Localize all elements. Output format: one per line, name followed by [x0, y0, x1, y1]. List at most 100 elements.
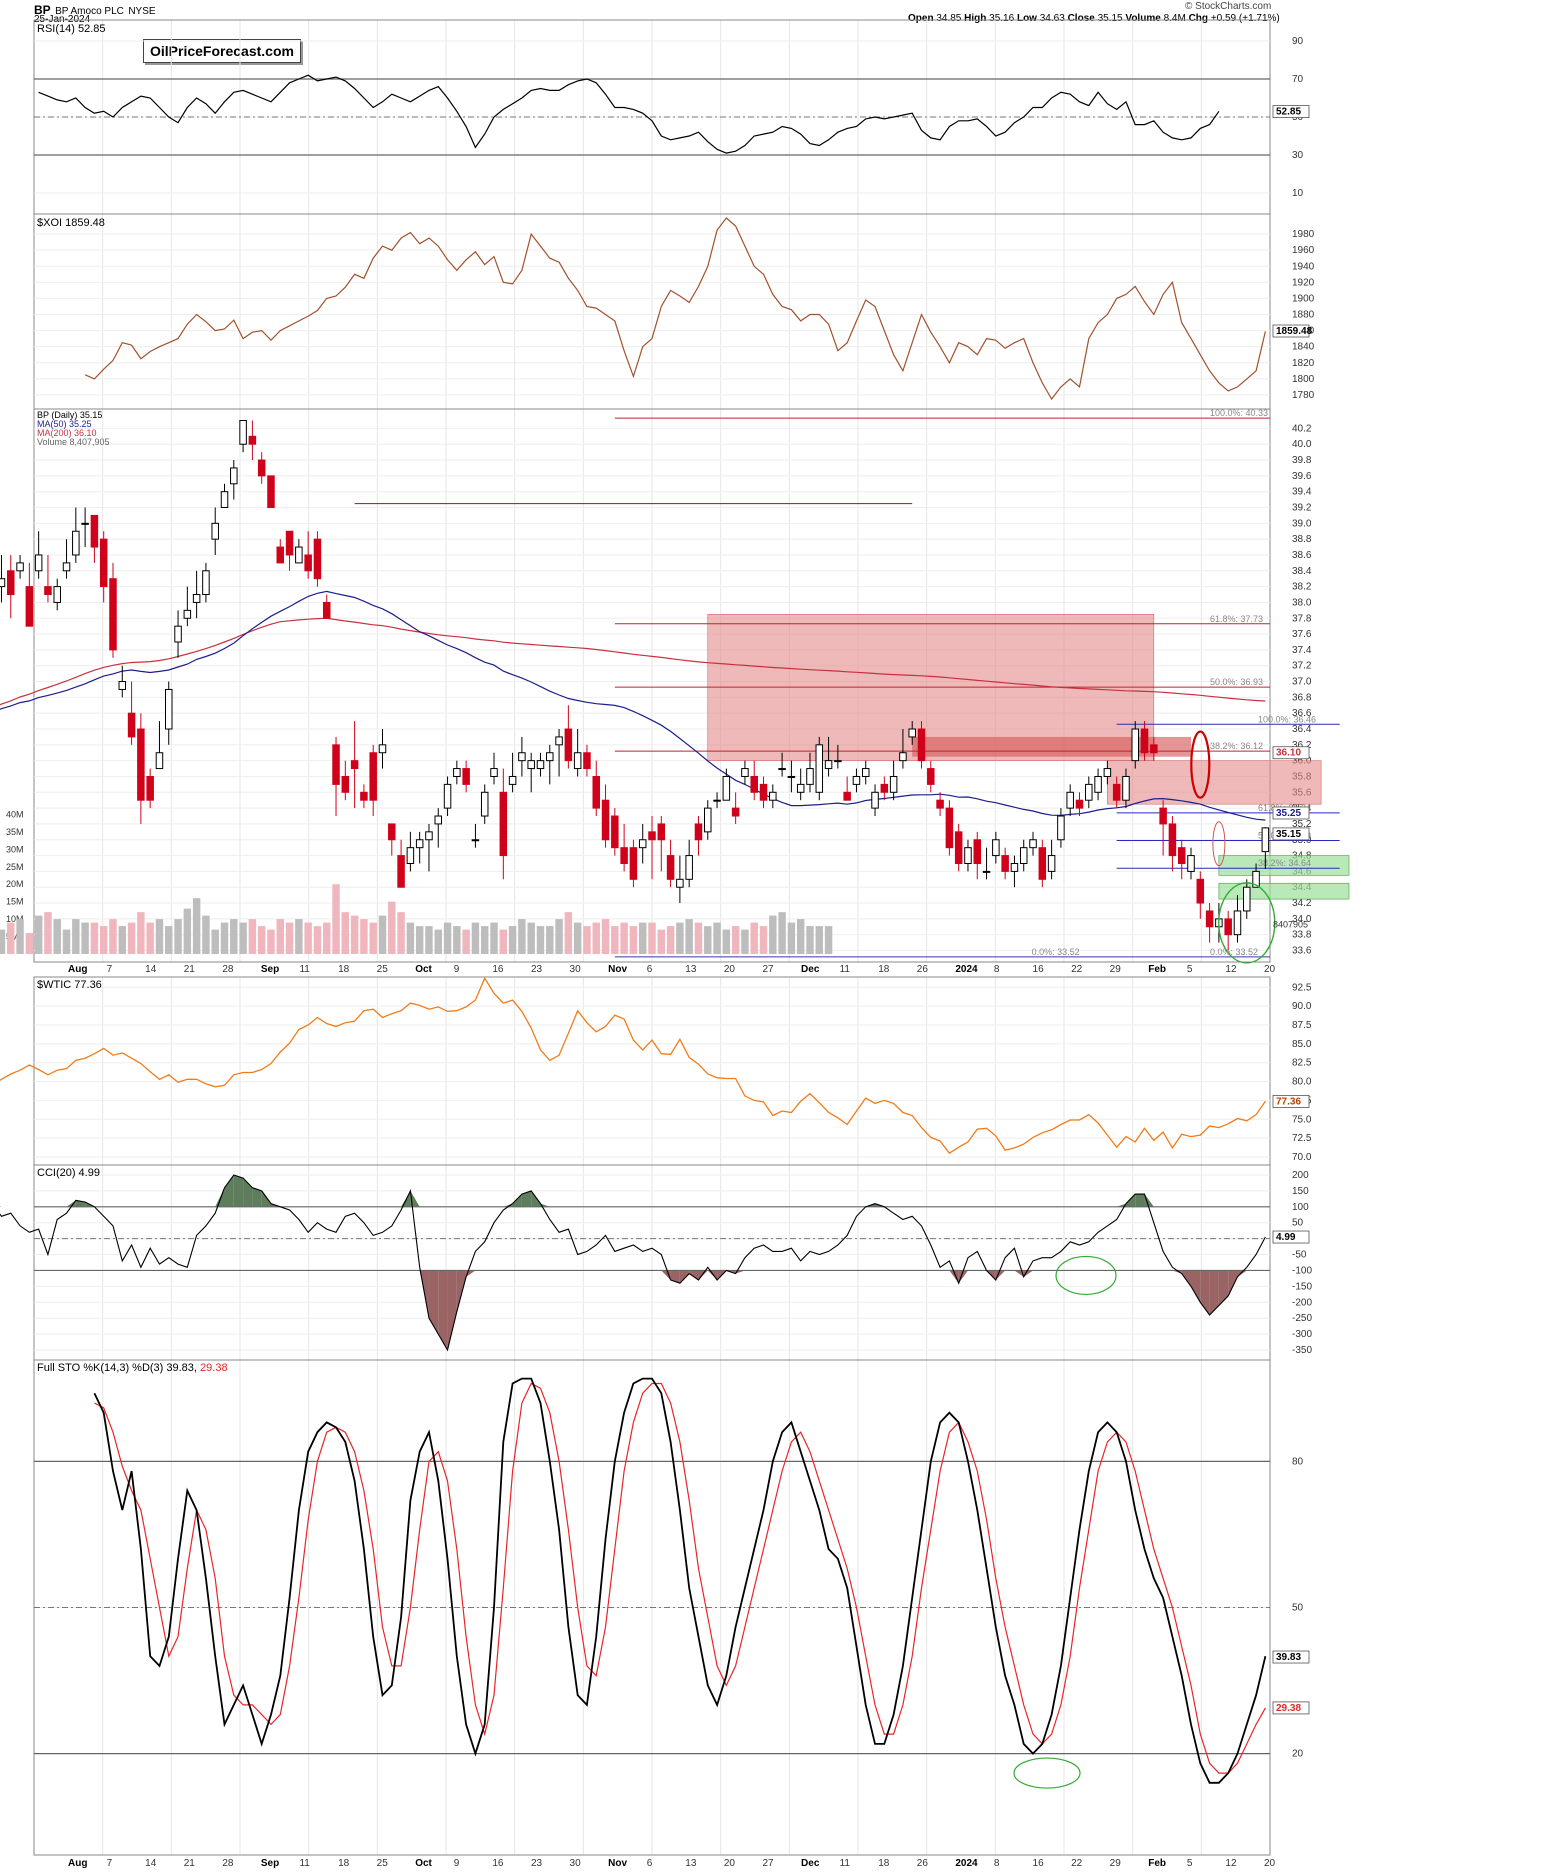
wtic-tick-label: 90.0: [1292, 1001, 1312, 1012]
volume-bar: [806, 926, 814, 954]
x-axis-label: 30: [570, 964, 582, 975]
volume-bar: [592, 922, 600, 954]
cci-positive-fill: [1144, 1194, 1154, 1207]
x-axis-label: 5: [1187, 964, 1193, 975]
volume-bar: [276, 919, 284, 954]
candle-up: [982, 870, 991, 873]
watermark-box: OilPriceForecast.com: [143, 39, 301, 63]
candle-up: [0, 578, 6, 588]
cci-tick-label: 100: [1292, 1202, 1309, 1213]
ma50-last-value: 35.25: [1276, 808, 1301, 819]
xoi-tick-label: 1780: [1292, 390, 1315, 401]
price-tick-label: 37.0: [1292, 677, 1312, 688]
volume-tick-label: 10M: [6, 914, 24, 924]
candle-up: [852, 775, 861, 785]
candle-up: [769, 791, 777, 801]
candle-down: [341, 775, 350, 793]
candle-up: [1233, 910, 1242, 936]
chg-value: +0.59 (+1.71%): [1210, 13, 1280, 24]
price-tick-label: 34.2: [1292, 898, 1312, 909]
cci-negative-fill: [707, 1270, 718, 1281]
sto-d-last-value-tag: [1272, 1701, 1310, 1715]
price-title: BP (Daily) 35.15: [37, 410, 102, 420]
cci-negative-fill: [735, 1270, 745, 1274]
candle-up: [1131, 728, 1140, 762]
volume-bar: [481, 926, 489, 954]
xoi-line: [84, 217, 1266, 401]
volume-bar: [62, 929, 71, 954]
price-tick-label: 39.4: [1292, 487, 1312, 498]
candle-up: [536, 760, 545, 770]
volume-bar: [555, 919, 563, 954]
volume-bar: [369, 922, 377, 954]
candle-up: [555, 736, 563, 746]
source-credit: © StockCharts.com: [1185, 1, 1272, 12]
company-name: BP Amoco PLC: [55, 6, 124, 17]
candle-up: [118, 681, 127, 690]
chg-label: Chg: [1188, 13, 1209, 24]
x-axis-label-bottom: 13: [685, 1858, 697, 1869]
x-axis-label: 8: [994, 964, 1000, 975]
candle-down: [564, 728, 573, 762]
candle-down: [313, 538, 322, 580]
volume-bar: [685, 919, 693, 954]
volume-bar: [230, 919, 238, 954]
volume-bar: [824, 926, 833, 954]
high-value: 35.16: [989, 13, 1015, 24]
candle-up: [722, 775, 731, 801]
candle-down: [1140, 728, 1149, 754]
volume-bar: [787, 922, 796, 954]
candle-down: [759, 783, 768, 801]
resistance-band: [912, 736, 1192, 757]
cci-last-value: 4.99: [1276, 1232, 1296, 1243]
x-axis-label: 2024: [955, 964, 978, 975]
x-axis-label: Aug: [68, 964, 87, 975]
price-tick-label: 38.6: [1292, 550, 1312, 561]
candle-up: [964, 847, 972, 864]
volume-bar: [666, 926, 675, 954]
x-axis-label-bottom: 18: [878, 1858, 890, 1869]
volume-bar: [769, 915, 777, 954]
sto-d-line: [94, 1382, 1266, 1774]
resistance-zone-2: [1107, 760, 1322, 805]
cci-tick-label: -200: [1292, 1297, 1312, 1308]
x-axis-label-bottom: Sep: [261, 1858, 279, 1869]
rsi-tick-label: 10: [1292, 188, 1304, 199]
wtic-last-value: 77.36: [1276, 1096, 1301, 1107]
volume-bar: [239, 922, 247, 954]
volume-bar: [341, 912, 350, 954]
volume-tick-label: 15M: [6, 897, 24, 907]
ma200-line: [0, 617, 1266, 706]
fib-upper-label: 38.2%: 36.12: [1210, 741, 1263, 751]
volume-bar: [174, 919, 182, 954]
volume-bar: [285, 922, 294, 954]
cci-title: CCI(20) 4.99: [37, 1167, 100, 1179]
volume-bar: [99, 926, 108, 954]
x-axis-label: 29: [1110, 964, 1122, 975]
annotation-ellipse-red-small: [1212, 821, 1226, 867]
volume-bar: [564, 912, 573, 954]
cci-negative-fill: [995, 1270, 1006, 1281]
volume-bar: [397, 912, 405, 954]
cci-negative-fill: [1014, 1270, 1024, 1277]
x-axis-label-bottom: 8: [994, 1858, 1000, 1869]
xoi-tick-label: 1840: [1292, 342, 1315, 353]
candle-down: [657, 823, 666, 841]
x-axis-label: 16: [1033, 964, 1045, 975]
candle-up: [174, 625, 182, 643]
ma50-legend: MA(50) 35.25: [37, 419, 92, 429]
candle-up: [220, 491, 229, 509]
low-value: 34.63: [1039, 13, 1065, 24]
wtic-tick-label: 75.0: [1292, 1114, 1312, 1125]
price-tick-label: 37.2: [1292, 661, 1312, 672]
candle-down: [1168, 823, 1177, 857]
candle-down: [1038, 847, 1047, 880]
candle-down: [388, 823, 396, 841]
x-axis-label-bottom: Feb: [1148, 1858, 1166, 1869]
x-axis-label-bottom: 2024: [955, 1858, 978, 1869]
x-axis-label-bottom: 28: [222, 1858, 234, 1869]
volume-bar: [694, 922, 703, 954]
candle-up: [527, 760, 535, 770]
price-tick-label: 36.2: [1292, 740, 1312, 751]
price-tick-label: 36.8: [1292, 692, 1312, 703]
